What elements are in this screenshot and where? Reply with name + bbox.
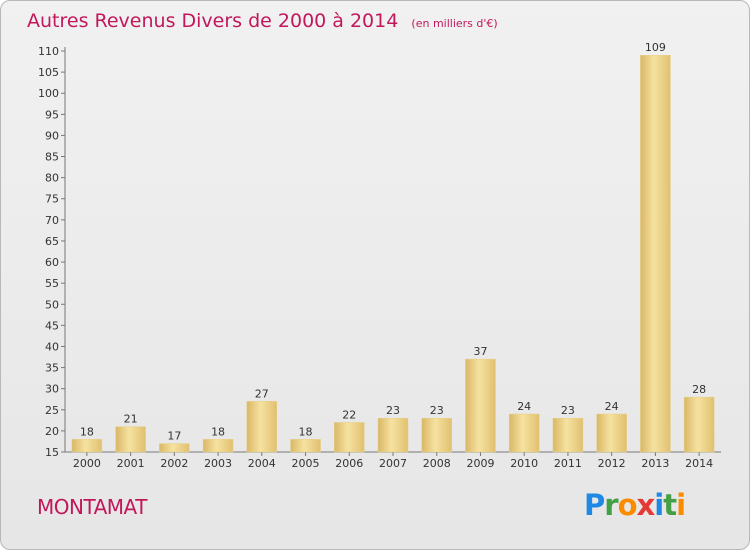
y-tick-label: 70	[45, 214, 59, 227]
y-tick-label: 35	[45, 362, 59, 375]
data-label: 18	[299, 425, 313, 438]
data-label: 23	[386, 404, 400, 417]
x-tick-label: 2001	[117, 457, 145, 470]
bar	[71, 439, 103, 453]
y-tick-label: 40	[45, 340, 59, 353]
y-tick-label: 85	[45, 151, 59, 164]
bar	[421, 417, 452, 453]
data-label: 21	[124, 413, 138, 426]
data-label: 28	[692, 383, 706, 396]
bar	[552, 417, 584, 453]
chart-title-unit: (en milliers d'€)	[411, 17, 498, 30]
commune-name: MONTAMAT	[37, 495, 147, 519]
x-tick-label: 2014	[685, 457, 713, 470]
data-label: 37	[473, 345, 487, 358]
x-tick-label: 2013	[641, 457, 669, 470]
chart-title: Autres Revenus Divers de 2000 à 2014 (en…	[27, 10, 498, 32]
bar	[377, 417, 409, 453]
bar	[246, 401, 278, 453]
data-label: 17	[167, 430, 181, 443]
y-tick-label: 110	[38, 45, 59, 58]
y-tick-label: 105	[38, 66, 59, 79]
y-tick-label: 55	[45, 277, 59, 290]
y-tick-label: 50	[45, 298, 59, 311]
logo-letter: i	[654, 488, 664, 522]
x-tick-label: 2010	[510, 457, 538, 470]
data-label: 18	[80, 425, 94, 438]
x-tick-label: 2006	[335, 457, 363, 470]
bars	[71, 54, 715, 453]
data-label: 22	[342, 408, 356, 421]
y-tick-label: 60	[45, 256, 59, 269]
bar	[115, 426, 146, 453]
x-tick-label: 2007	[379, 457, 407, 470]
x-tick-label: 2005	[292, 457, 320, 470]
data-labels: 18 21 17 18 27 18 22 23 23 37 24 23 24 109 28	[80, 41, 706, 442]
x-tick-label: 2009	[466, 457, 494, 470]
y-tick-label: 20	[45, 425, 59, 438]
x-tick-label: 2011	[554, 457, 582, 470]
y-tick-label: 90	[45, 129, 59, 142]
bar	[683, 396, 715, 453]
chart-title-main: Autres Revenus Divers de 2000 à 2014	[27, 10, 399, 32]
y-tick-label: 75	[45, 193, 59, 206]
proxiti-logo[interactable]: Proxiti	[584, 488, 686, 522]
bar	[290, 439, 321, 453]
bar	[202, 439, 234, 453]
bar	[159, 443, 190, 453]
logo-letter: i	[676, 488, 686, 522]
y-tick-label: 100	[38, 87, 59, 100]
y-tick-label: 95	[45, 108, 59, 121]
y-tick-label: 80	[45, 172, 59, 185]
data-label: 24	[517, 400, 531, 413]
data-label: 23	[561, 404, 575, 417]
logo-letter: P	[584, 488, 605, 522]
x-axis: 2000 2001 2002 2003 2004 2005 2006 2007 2008 2009…	[65, 451, 721, 470]
x-tick-label: 2012	[598, 457, 626, 470]
logo-letter: t	[663, 488, 677, 522]
x-tick-label: 2008	[423, 457, 451, 470]
bar	[640, 54, 671, 453]
x-tick-label: 2003	[204, 457, 232, 470]
y-tick-label: 45	[45, 319, 59, 332]
data-label: 24	[605, 400, 619, 413]
x-tick-label: 2004	[248, 457, 276, 470]
data-label: 27	[255, 387, 269, 400]
bar	[334, 422, 365, 453]
y-axis: 15 20 25 30 35 40 45 50 55 60 65 70 75 80 85 90 95 100 105…	[38, 45, 66, 459]
logo-letter: r	[604, 488, 618, 522]
bar	[596, 413, 627, 453]
y-tick-label: 25	[45, 404, 59, 417]
logo-letter: o	[617, 488, 638, 522]
y-tick-label: 15	[45, 446, 59, 459]
y-tick-label: 30	[45, 383, 59, 396]
data-label: 18	[211, 425, 225, 438]
bar	[465, 358, 496, 453]
x-tick-label: 2000	[73, 457, 101, 470]
data-label: 23	[430, 404, 444, 417]
data-label: 109	[645, 41, 666, 54]
logo-letter: x	[636, 488, 656, 522]
x-tick-label: 2002	[160, 457, 188, 470]
bar	[508, 413, 540, 453]
y-tick-label: 65	[45, 235, 59, 248]
